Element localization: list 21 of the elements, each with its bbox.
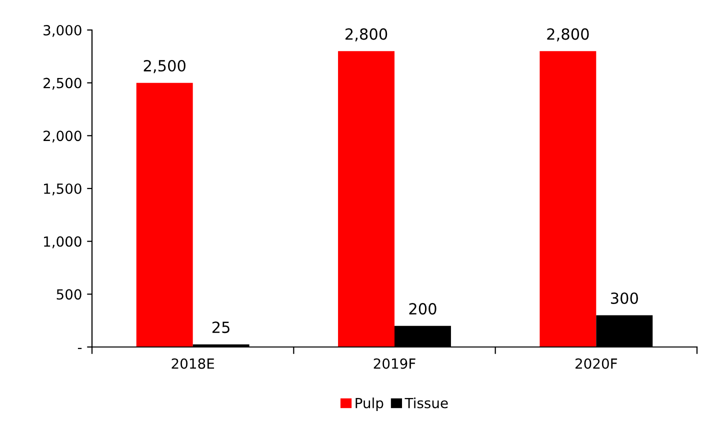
bar bbox=[338, 51, 394, 347]
y-tick-label: 1,500 bbox=[44, 183, 82, 196]
y-tick-label: - bbox=[78, 348, 82, 350]
bar bbox=[136, 82, 193, 347]
data-label: 25 bbox=[212, 322, 230, 334]
y-tick-label: 2,000 bbox=[44, 130, 82, 143]
y-tick-label: 500 bbox=[56, 289, 82, 300]
data-label: 200 bbox=[409, 303, 436, 315]
y-tick-label: 3,000 bbox=[44, 24, 82, 37]
x-tick-label: 2018E bbox=[172, 358, 214, 369]
data-label: 2,800 bbox=[346, 28, 388, 42]
x-tick-label: 2020F bbox=[576, 358, 618, 369]
data-label: 300 bbox=[610, 292, 638, 304]
data-label: 2,500 bbox=[144, 60, 186, 74]
data-label: 2,800 bbox=[547, 28, 589, 42]
legend-label: Pulp bbox=[356, 398, 384, 411]
legend-label: Tissue bbox=[404, 398, 448, 408]
y-tick-label: 2,500 bbox=[44, 78, 82, 90]
x-tick-label: 2019F bbox=[374, 358, 416, 369]
y-tick-label: 1,000 bbox=[44, 236, 82, 248]
bar bbox=[540, 51, 596, 347]
